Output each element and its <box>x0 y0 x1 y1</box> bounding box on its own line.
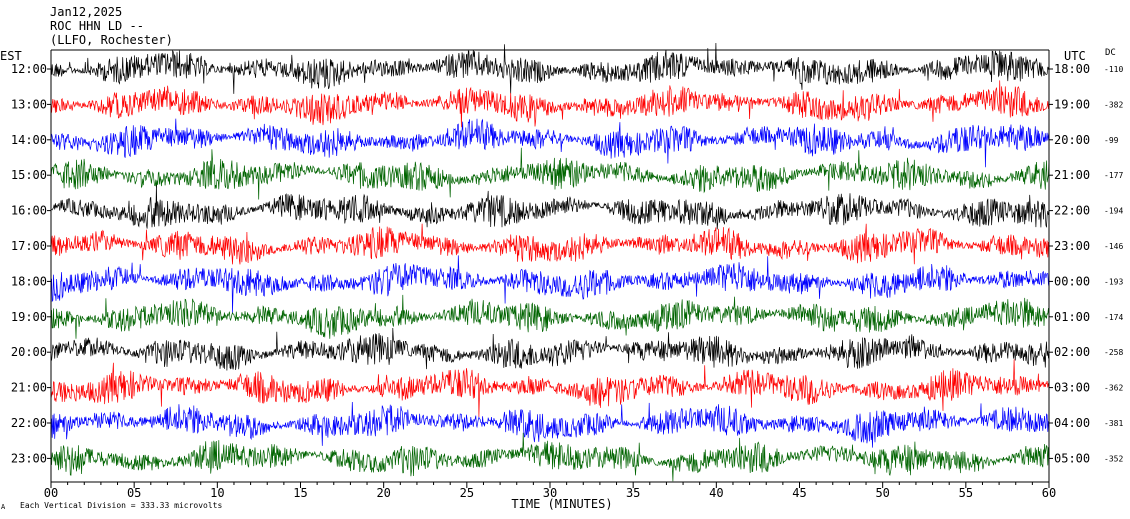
left-timezone-label: EST <box>0 49 22 63</box>
left-time-label-2100: 21:00 <box>11 381 47 395</box>
trace-row-2300 <box>50 432 1050 482</box>
right-time-label-2100: 03:00 <box>1054 381 1090 395</box>
x-tick-label-20: 20 <box>376 486 390 500</box>
x-tick-label-10: 10 <box>210 486 224 500</box>
right-time-label-1600: 22:00 <box>1054 204 1090 218</box>
right-time-label-2300: 05:00 <box>1054 451 1090 465</box>
left-time-label-2300: 23:00 <box>11 451 47 465</box>
right-time-label-2000: 02:00 <box>1054 345 1090 359</box>
trace-row-2100 <box>50 359 1050 418</box>
right-time-label-1800: 00:00 <box>1054 274 1090 288</box>
dc-offset-label-1300: -382 <box>1104 100 1123 109</box>
x-tick-label-15: 15 <box>293 486 307 500</box>
dc-offset-label-2000: -258 <box>1104 348 1123 357</box>
dc-offset-label-2200: -381 <box>1104 419 1123 428</box>
left-time-label-1700: 17:00 <box>11 239 47 253</box>
trace-row-1800 <box>50 255 1050 314</box>
location-label: (LLFO, Rochester) <box>50 33 173 47</box>
left-time-label-1600: 16:00 <box>11 204 47 218</box>
trace-row-2000 <box>50 327 1050 371</box>
right-time-label-1700: 23:00 <box>1054 239 1090 253</box>
trace-row-1300 <box>50 80 1050 128</box>
scale-note: Each Vertical Division = 333.33 microvol… <box>20 501 223 510</box>
axes-layer: 12:00 18:00 -110 13:00 19:00 -382 14:00 20:00 -9… <box>11 49 1123 511</box>
dc-offset-label-1400: -99 <box>1104 136 1119 145</box>
left-time-label-1800: 18:00 <box>11 274 47 288</box>
dc-offset-label-2100: -362 <box>1104 384 1123 393</box>
trace-row-1200 <box>50 42 1050 94</box>
dc-offset-label-1800: -193 <box>1104 277 1123 286</box>
left-time-label-2000: 20:00 <box>11 345 47 359</box>
right-time-label-1400: 20:00 <box>1054 133 1090 147</box>
dc-offset-label-1700: -146 <box>1104 242 1123 251</box>
x-tick-label-60: 60 <box>1042 486 1056 500</box>
dc-offset-label-2300: -352 <box>1104 454 1123 463</box>
right-time-label-1900: 01:00 <box>1054 310 1090 324</box>
right-time-label-1200: 18:00 <box>1054 62 1090 76</box>
left-time-label-1200: 12:00 <box>11 62 47 76</box>
footer-mark: A <box>1 503 6 511</box>
x-tick-label-55: 55 <box>959 486 973 500</box>
x-axis-title: TIME (MINUTES) <box>511 497 612 511</box>
left-time-label-1900: 19:00 <box>11 310 47 324</box>
x-tick-label-00: 00 <box>44 486 58 500</box>
x-tick-label-25: 25 <box>460 486 474 500</box>
right-timezone-label: UTC <box>1064 49 1086 63</box>
trace-row-1900 <box>50 294 1050 339</box>
date-label: Jan12,2025 <box>50 5 123 19</box>
x-tick-label-35: 35 <box>626 486 640 500</box>
trace-row-1700 <box>50 223 1050 265</box>
trace-row-1400 <box>50 118 1050 168</box>
left-time-label-1300: 13:00 <box>11 97 47 111</box>
dc-offset-label-1900: -174 <box>1104 313 1123 322</box>
x-tick-label-45: 45 <box>792 486 806 500</box>
trace-row-1600 <box>51 184 1050 230</box>
station-label: ROC HHN LD -- <box>50 19 144 33</box>
x-tick-label-50: 50 <box>875 486 889 500</box>
dc-header-label: DC <box>1105 48 1116 58</box>
left-time-label-1400: 14:00 <box>11 133 47 147</box>
right-time-label-1300: 19:00 <box>1054 97 1090 111</box>
dc-offset-label-1200: -110 <box>1104 65 1123 74</box>
trace-layer <box>50 42 1050 482</box>
right-time-label-1500: 21:00 <box>1054 168 1090 182</box>
left-time-label-1500: 15:00 <box>11 168 47 182</box>
right-time-label-2200: 04:00 <box>1054 416 1090 430</box>
dc-offset-label-1600: -194 <box>1104 207 1123 216</box>
dc-offset-label-1500: -177 <box>1104 171 1123 180</box>
x-tick-label-05: 05 <box>127 486 141 500</box>
trace-row-2200 <box>50 401 1050 448</box>
x-tick-label-30: 30 <box>543 486 557 500</box>
left-time-label-2200: 22:00 <box>11 416 47 430</box>
x-tick-label-40: 40 <box>709 486 723 500</box>
trace-row-1500 <box>50 147 1050 200</box>
